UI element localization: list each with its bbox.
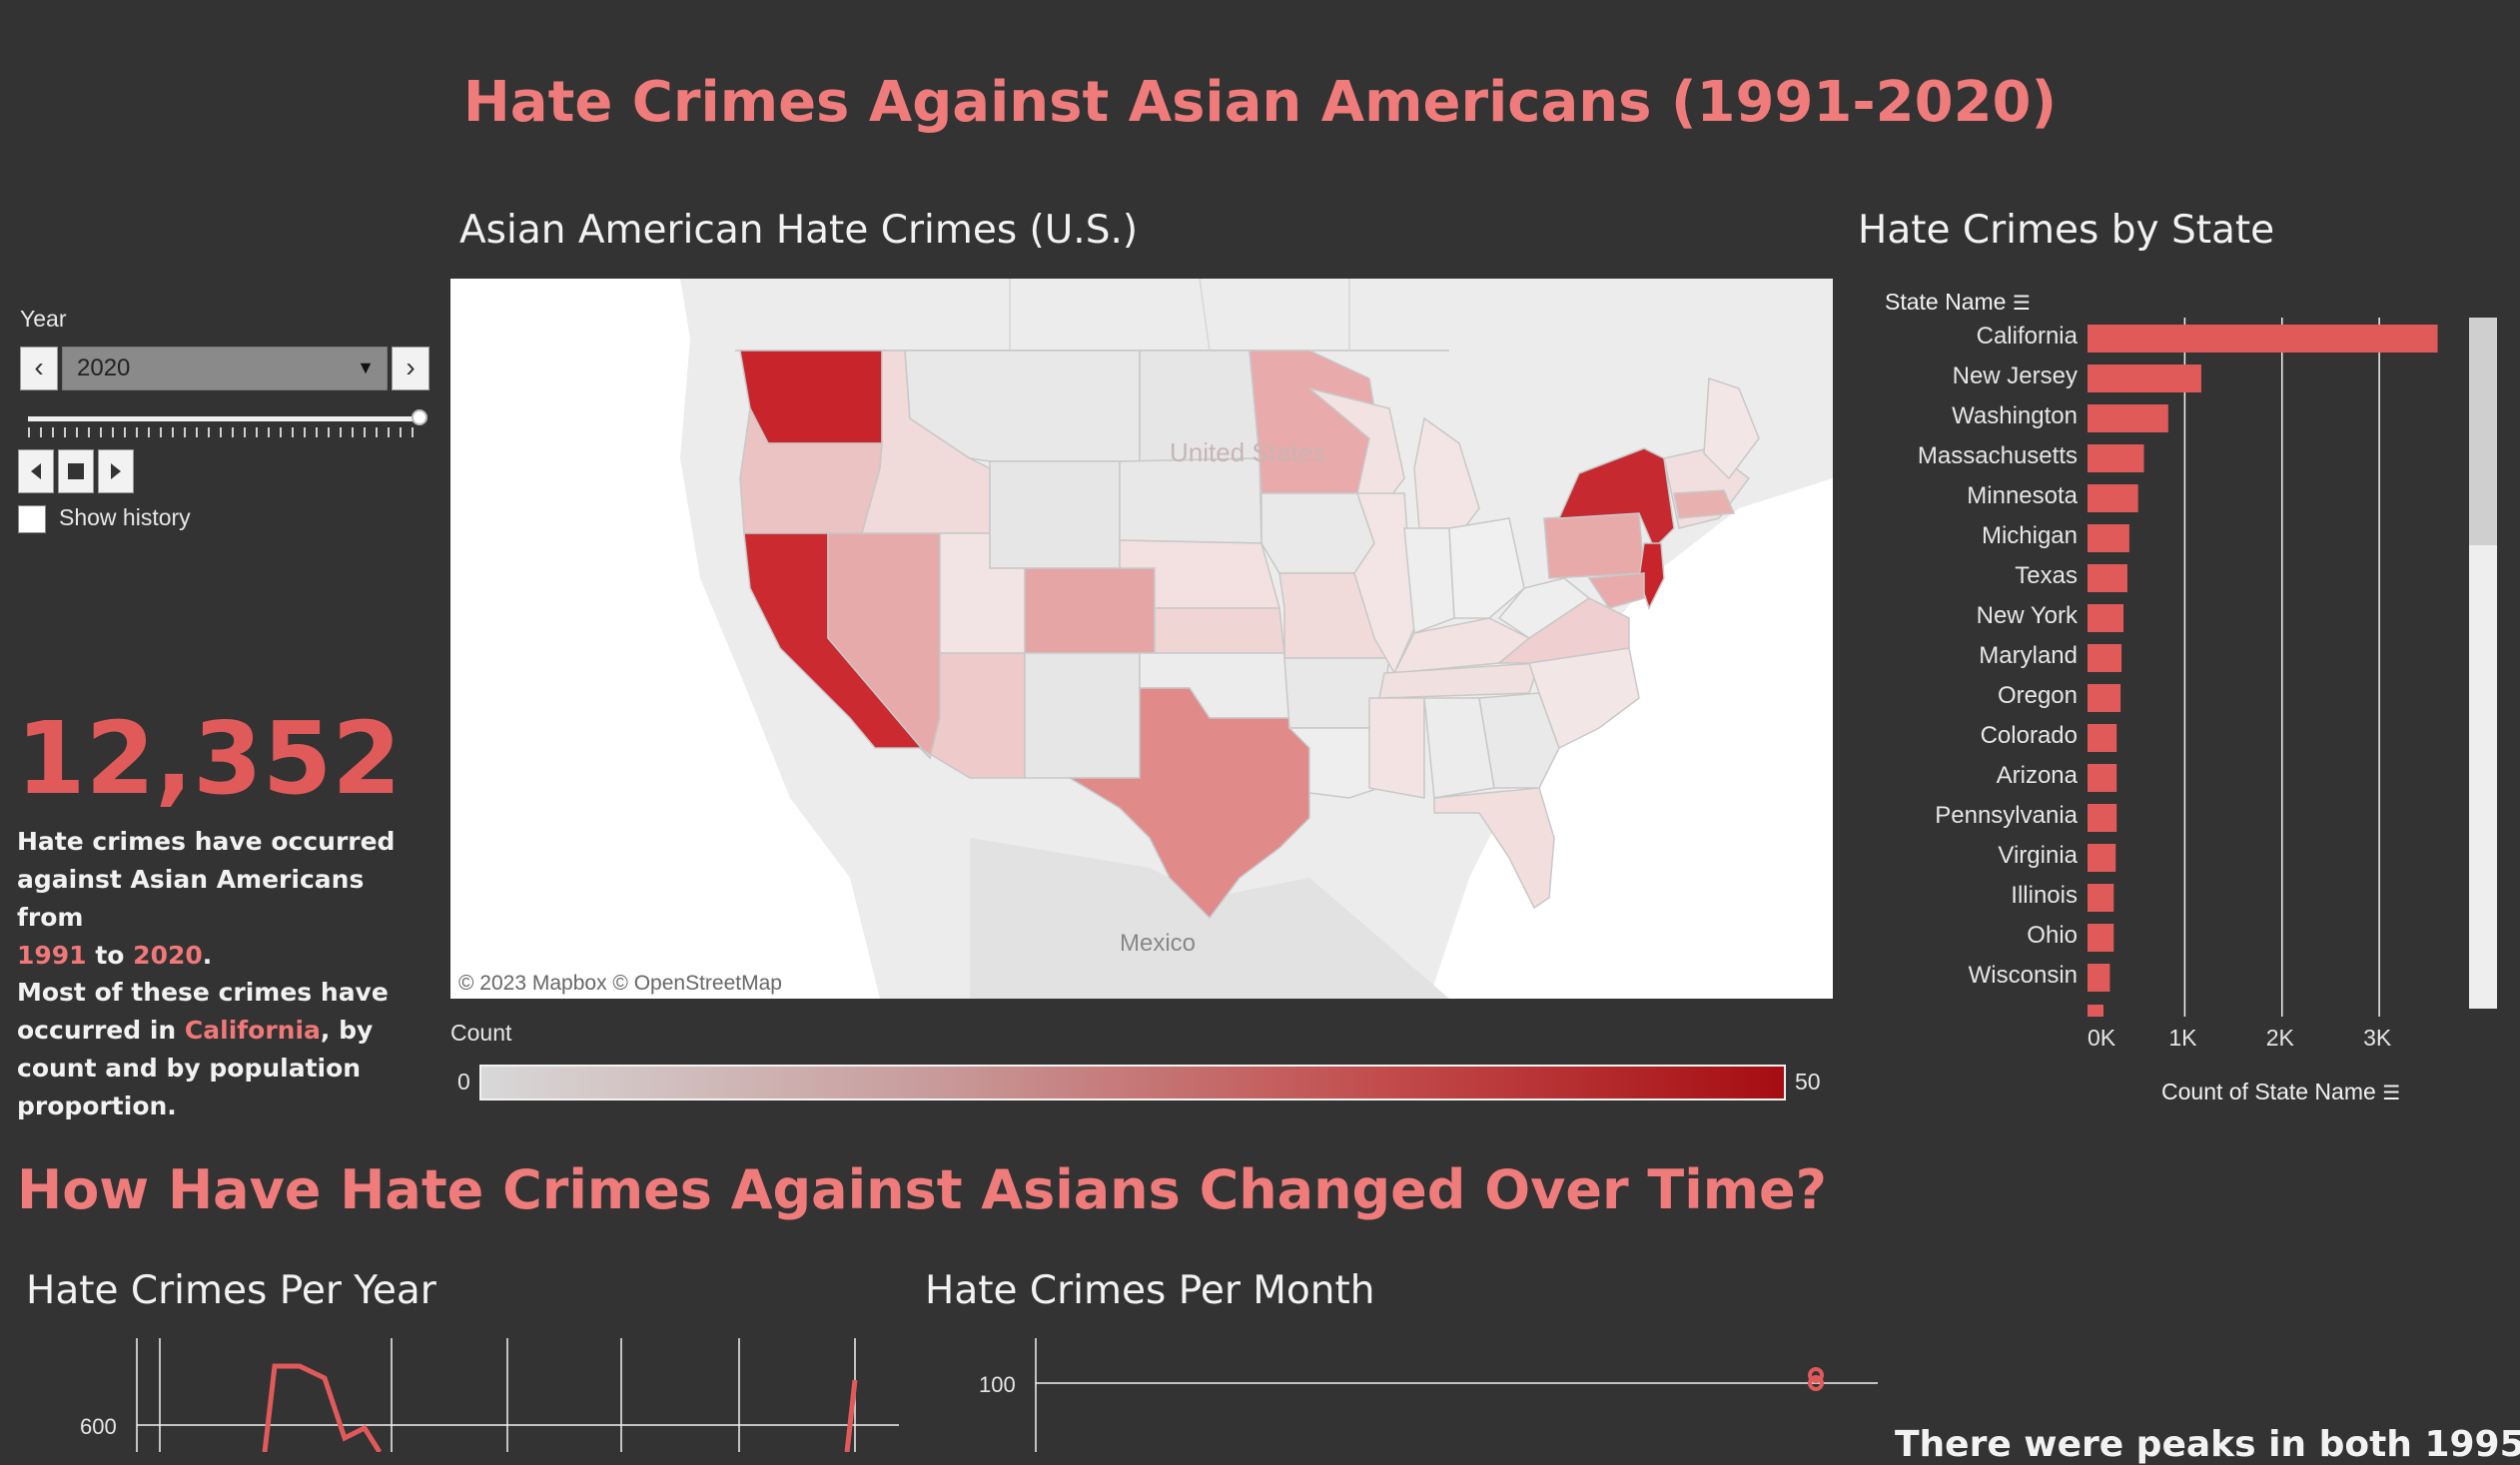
year-filter-label: Year (20, 306, 67, 332)
state-label-arizona: Arizona (1996, 762, 2078, 789)
bar-colorado[interactable] (2088, 724, 2117, 752)
bar-wisconsin[interactable] (2088, 964, 2110, 992)
bar-texas[interactable] (2088, 564, 2127, 592)
step-forward-icon (111, 463, 121, 479)
step-back-icon (31, 463, 41, 479)
state-label-new-york: New York (1976, 602, 2078, 629)
choropleth-map[interactable]: United States Mexico © 2023 Mapbox © Ope… (450, 279, 1833, 999)
x-tick-label: 0K (2088, 1025, 2116, 1051)
bar-minnesota[interactable] (2088, 484, 2138, 512)
x-axis-title: Count of State Name ☰ (2161, 1079, 2400, 1105)
per-year-line-end (844, 1379, 858, 1452)
stop-button[interactable] (58, 449, 94, 493)
step-back-button[interactable] (18, 449, 54, 493)
bar-oregon[interactable] (2088, 684, 2121, 712)
map-mexico-label: Mexico (1120, 930, 1196, 957)
legend-min: 0 (457, 1069, 470, 1095)
summary-text-2: Most of these crimes have occurred in (17, 978, 389, 1045)
summary-end-year: 2020 (133, 941, 203, 970)
state-label-virginia: Virginia (1998, 842, 2078, 869)
summary-paragraph-2: Most of these crimes have occurred in Ca… (17, 974, 436, 1125)
state-label-maryland: Maryland (1979, 642, 2078, 669)
legend-title: Count (450, 1020, 512, 1046)
next-year-button[interactable]: › (392, 347, 429, 390)
map-title: Asian American Hate Crimes (U.S.) (459, 208, 1139, 253)
state-label-ohio: Ohio (2027, 922, 2078, 949)
state-label-texas: Texas (2015, 562, 2078, 589)
bar-virginia[interactable] (2088, 844, 2116, 872)
map-country-label: United States (1170, 437, 1325, 467)
year-dropdown[interactable]: 2020 ▼ (62, 347, 388, 390)
state-label-california: California (1976, 323, 2078, 350)
year-dropdown-value: 2020 (77, 355, 131, 381)
x-tick-label: 1K (2168, 1025, 2197, 1051)
x-axis-sort-icon[interactable]: ☰ (2382, 1083, 2401, 1104)
bar-massachusetts[interactable] (2088, 444, 2144, 472)
per-year-title: Hate Crimes Per Year (26, 1268, 436, 1313)
peak-annotation: There were peaks in both 1995 (1895, 1424, 2520, 1465)
summary-start-year: 1991 (17, 941, 87, 970)
state-label-massachusetts: Massachusetts (1917, 442, 2078, 469)
map-attribution: © 2023 Mapbox © OpenStreetMap (458, 972, 782, 995)
bar-michigan[interactable] (2088, 524, 2129, 552)
state-label-washington: Washington (1952, 402, 2078, 429)
per-year-line (262, 1363, 383, 1452)
x-tick-label: 3K (2363, 1025, 2392, 1051)
state-labels: California New Jersey Washington Massachuse… (1778, 318, 2078, 1017)
state-label-illinois: Illinois (2011, 882, 2078, 909)
summary-text-3: , by count and by population proportion. (17, 1016, 374, 1120)
bar-new-jersey[interactable] (2088, 365, 2201, 392)
per-month-point-2 (1808, 1375, 1824, 1391)
time-charts-preview: 600 100 (80, 1338, 1878, 1452)
bar-chart-scrollbar-thumb[interactable] (2469, 318, 2497, 545)
state-label-oregon: Oregon (1997, 682, 2078, 709)
bar-california[interactable] (2088, 325, 2438, 353)
bar-maryland[interactable] (2088, 644, 2122, 672)
caret-down-icon: ▼ (357, 358, 375, 377)
previous-year-button[interactable]: ‹ (20, 347, 58, 390)
show-history-checkbox[interactable] (18, 505, 46, 533)
summary-top-state: California (184, 1016, 321, 1045)
state-label-michigan: Michigan (1981, 522, 2078, 549)
bar-clipped (2088, 1005, 2103, 1017)
state-label-pennsylvania: Pennsylvania (1935, 802, 2078, 829)
bar-pennsylvania[interactable] (2088, 804, 2117, 832)
step-forward-button[interactable] (98, 449, 134, 493)
chevron-right-icon: › (406, 352, 416, 382)
state-label-colorado: Colorado (1980, 722, 2078, 749)
dashboard-title: Hate Crimes Against Asian Americans (199… (462, 70, 2058, 135)
bar-washington[interactable] (2088, 404, 2168, 432)
per-year-tick: 600 (80, 1414, 117, 1439)
chevron-left-icon: ‹ (34, 352, 44, 382)
year-slider-handle[interactable] (412, 409, 427, 425)
state-axis-header[interactable]: State Name ☰ (1885, 289, 2031, 316)
stop-icon (68, 463, 84, 479)
state-label-new-jersey: New Jersey (1952, 363, 2078, 389)
show-history-label: Show history (59, 504, 191, 530)
total-count: 12,352 (16, 700, 402, 817)
bar-new-york[interactable] (2088, 604, 2124, 632)
per-month-title: Hate Crimes Per Month (925, 1268, 1375, 1313)
summary-to: to (95, 941, 125, 970)
legend-max: 50 (1795, 1069, 1821, 1095)
state-axis-header-label: State Name (1885, 289, 2007, 315)
bar-ohio[interactable] (2088, 924, 2114, 952)
bar-arizona[interactable] (2088, 764, 2117, 792)
bar-illinois[interactable] (2088, 884, 2114, 912)
sort-icon[interactable]: ☰ (2012, 293, 2031, 315)
state-label-wisconsin: Wisconsin (1968, 962, 2078, 989)
per-month-tick: 100 (979, 1372, 1016, 1397)
summary-paragraph-1: Hate crimes have occurred against Asian … (17, 827, 396, 970)
per-month-point (1808, 1367, 1824, 1383)
year-slider-track[interactable] (28, 416, 420, 421)
section2-title: How Have Hate Crimes Against Asians Chan… (17, 1158, 1827, 1221)
year-slider-ticks (28, 427, 420, 437)
x-tick-label: 2K (2265, 1025, 2294, 1051)
x-axis-title-label: Count of State Name (2161, 1079, 2376, 1104)
state-label-minnesota: Minnesota (1967, 482, 2078, 509)
color-legend-bar (479, 1065, 1786, 1100)
summary-text-1: Hate crimes have occurred against Asian … (17, 827, 396, 932)
bar-chart-title: Hate Crimes by State (1858, 208, 2275, 253)
bar-chart-plot[interactable] (2088, 318, 2467, 1017)
